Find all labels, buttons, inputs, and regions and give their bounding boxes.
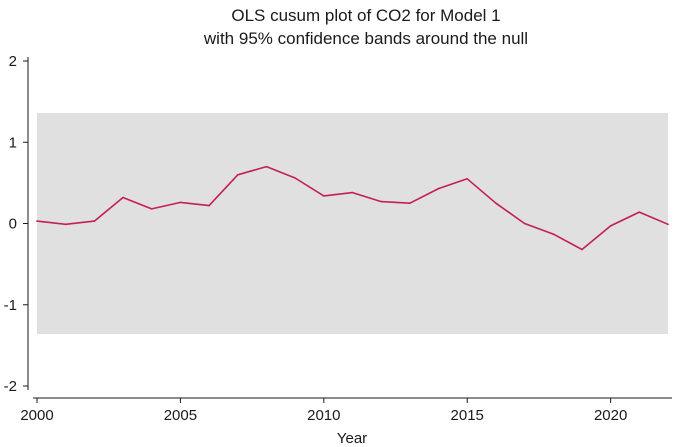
cusum-point-2009 xyxy=(294,177,296,179)
cusum-points xyxy=(36,165,669,251)
cusum-point-2008 xyxy=(265,165,268,168)
cusum-point-2017 xyxy=(523,222,526,225)
cusum-point-2011 xyxy=(351,191,354,194)
x-ticks: 2000 2005 2010 2015 2020 xyxy=(20,398,627,424)
cusum-point-2000 xyxy=(36,220,38,222)
cusum-point-2014 xyxy=(437,187,440,190)
x-tick-label: 2005 xyxy=(164,407,197,424)
x-tick-label: 2020 xyxy=(594,407,627,424)
cusum-point-2002 xyxy=(93,220,96,222)
confidence-band xyxy=(37,113,668,334)
cusum-point-2021 xyxy=(638,211,641,213)
y-tick-label: -2 xyxy=(4,378,17,395)
cusum-point-2003 xyxy=(122,196,124,199)
x-tick-label: 2015 xyxy=(451,407,484,424)
y-tick-label: 1 xyxy=(9,134,17,151)
cusum-point-2005 xyxy=(179,201,182,204)
cusum-point-2012 xyxy=(380,200,382,203)
cusum-point-2010 xyxy=(323,195,325,197)
cusum-point-2016 xyxy=(495,202,497,204)
y-tick-label: -1 xyxy=(4,297,17,314)
cusum-point-2015 xyxy=(466,178,469,180)
cusum-point-2004 xyxy=(150,208,153,210)
chart-title-line-2: with 95% confidence bands around the nul… xyxy=(203,29,528,48)
cusum-point-2019 xyxy=(581,248,583,251)
y-tick-label: 2 xyxy=(9,53,17,70)
cusum-point-2020 xyxy=(609,225,612,227)
cusum-point-2007 xyxy=(236,173,239,176)
y-ticks: -2 -1 0 1 2 xyxy=(4,53,28,395)
x-tick-label: 2000 xyxy=(20,407,53,424)
y-tick-label: 0 xyxy=(9,216,17,233)
x-axis-title: Year xyxy=(337,430,367,447)
cusum-point-2022 xyxy=(667,223,669,226)
cusum-point-2013 xyxy=(409,202,411,204)
cusum-point-2018 xyxy=(552,233,555,235)
chart-title-line-1: OLS cusum plot of CO2 for Model 1 xyxy=(231,6,500,25)
x-tick-label: 2010 xyxy=(307,407,340,424)
cusum-point-2006 xyxy=(208,204,210,207)
axes: -2 -1 0 1 2 2000 2005 2010 2015 2020 xyxy=(4,53,672,424)
cusum-point-2001 xyxy=(64,223,67,226)
